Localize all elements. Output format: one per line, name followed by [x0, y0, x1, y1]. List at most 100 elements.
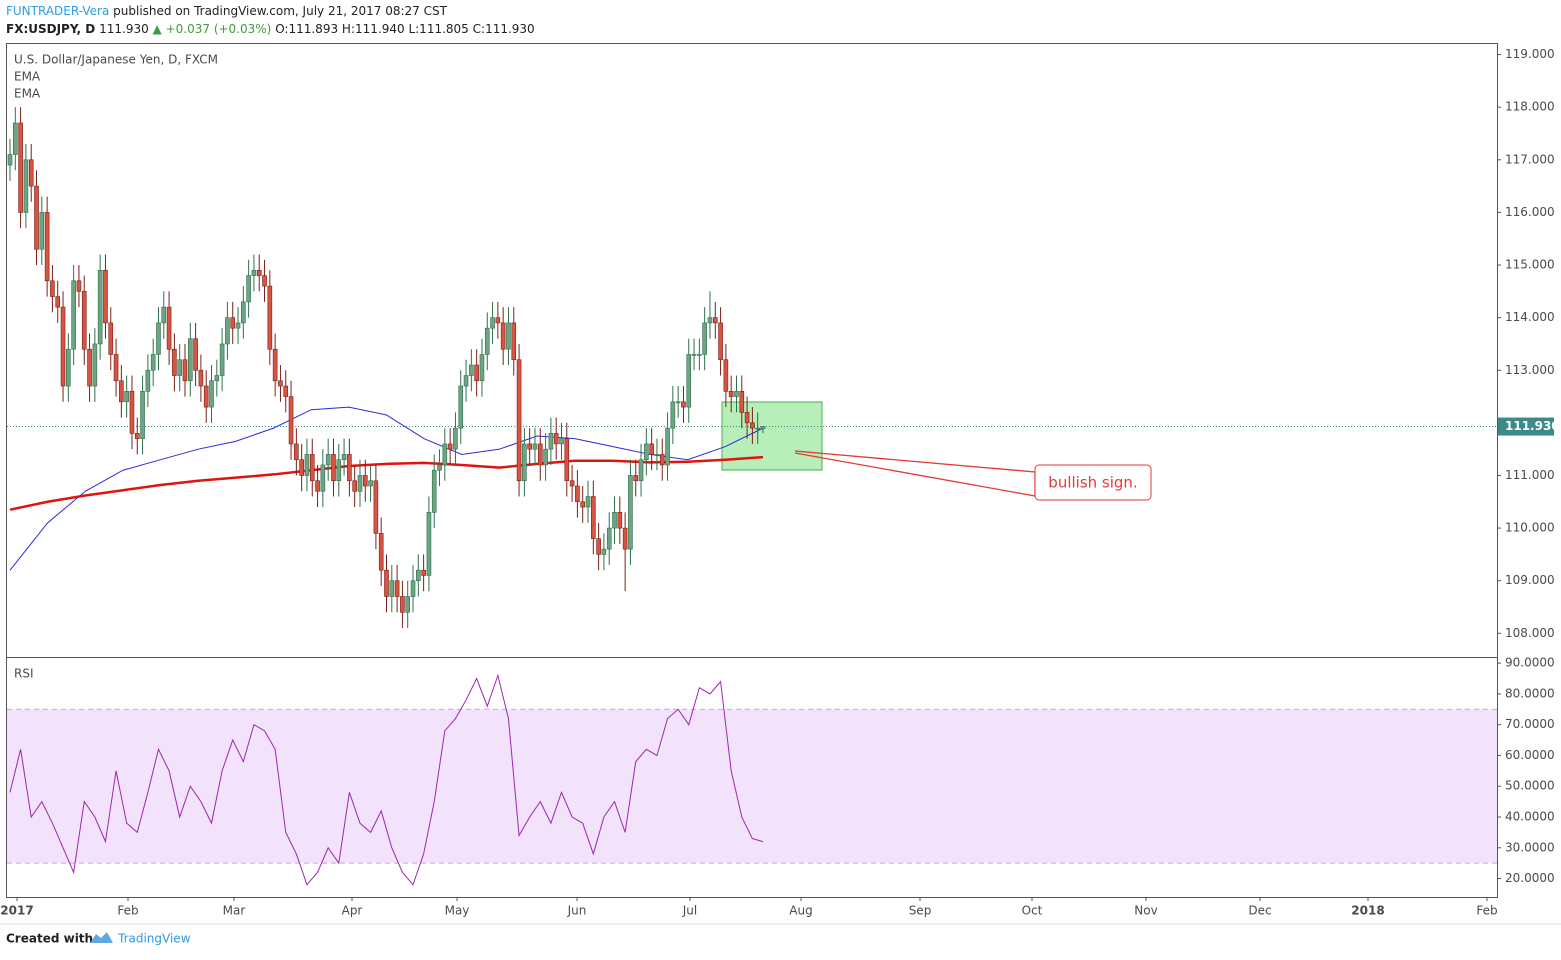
candle-body: [341, 454, 347, 460]
rsi-line: [9, 673, 764, 886]
candle-body: [23, 159, 29, 213]
x-tick-label: Apr: [342, 904, 363, 918]
candle-body: [744, 412, 750, 424]
candle-body: [304, 454, 310, 476]
candle-body: [728, 391, 734, 397]
candle-body: [325, 454, 331, 466]
candle-body: [569, 480, 575, 487]
y-tick-label: 117.000: [1505, 152, 1555, 166]
plot-frame: [6, 43, 1498, 898]
candle-body: [537, 443, 543, 466]
open: O:111.893: [275, 22, 338, 36]
candle-body: [55, 296, 61, 308]
candle-body: [511, 322, 517, 361]
x-tick-label: Sep: [909, 904, 932, 918]
x-tick-label: Jun: [567, 904, 587, 918]
candle-body: [564, 438, 570, 482]
candle-body: [352, 480, 357, 492]
logo: [90, 932, 113, 943]
candle-body: [320, 464, 326, 492]
candle-body: [739, 391, 745, 413]
candle-body: [596, 538, 601, 555]
candle-body: [405, 596, 411, 613]
candle-body: [458, 385, 464, 429]
candle-body: [209, 380, 214, 408]
candle-body: [97, 269, 103, 345]
candle-body: [71, 280, 76, 350]
candle-body: [421, 569, 426, 576]
author[interactable]: FUNTRADER-Vera: [6, 4, 109, 18]
y-tick-label: 111.000: [1505, 468, 1555, 482]
rsi-tick-label: 20.0000: [1505, 871, 1555, 885]
candle-body: [150, 354, 156, 371]
candle-body: [617, 512, 623, 529]
candle-body: [601, 548, 607, 555]
candle-body: [400, 596, 405, 613]
candle-body: [500, 322, 506, 350]
candle-body: [495, 317, 501, 324]
candle-body: [675, 401, 681, 404]
y-tick-label: 108.000: [1505, 626, 1555, 640]
legend-ema: EMA: [14, 70, 41, 84]
candle-body: [681, 401, 686, 408]
candle-body: [559, 438, 564, 445]
candle-body: [702, 322, 707, 355]
candle-body: [442, 443, 448, 466]
ema-line: [9, 406, 764, 571]
candle-body: [591, 496, 596, 539]
candle-body: [145, 369, 151, 392]
candle-body: [103, 269, 108, 324]
x-tick-label: Nov: [1134, 904, 1157, 918]
rsi-tick-label: 40.0000: [1505, 810, 1555, 824]
y-tick-label: 115.000: [1505, 258, 1555, 272]
candle-body: [368, 480, 373, 487]
candle-body: [203, 385, 209, 408]
symbol: FX:USDJPY, D: [6, 22, 95, 36]
header-line: FUNTRADER-Vera published on TradingView.…: [6, 4, 448, 18]
candle-body: [575, 485, 580, 503]
rsi-tick-label: 70.0000: [1505, 717, 1555, 731]
candle-body: [331, 454, 336, 482]
candle-body: [633, 475, 639, 482]
candle-body: [389, 580, 395, 597]
price: 111.930: [99, 22, 149, 36]
candle-body: [378, 533, 384, 571]
candle-body: [241, 301, 246, 324]
x-tick-label: May: [445, 904, 470, 918]
candle-body: [309, 454, 315, 482]
candle-body: [187, 338, 193, 382]
candle-body: [622, 527, 628, 550]
x-tick-label: 2017: [0, 904, 33, 918]
y-tick-label: 114.000: [1505, 310, 1555, 324]
candle-body: [50, 280, 55, 297]
candle-body: [18, 122, 23, 213]
candle-body: [267, 285, 273, 350]
x-tick-label: Dec: [1248, 904, 1271, 918]
footer-brand[interactable]: TradingView: [117, 932, 191, 946]
candle-body: [357, 475, 363, 492]
candle-body: [484, 327, 490, 355]
candle-body: [124, 391, 129, 403]
candle-body: [108, 322, 114, 355]
candle-body: [28, 159, 34, 187]
candle-body: [447, 443, 453, 450]
candle-body: [649, 443, 654, 455]
candle-body: [453, 427, 458, 450]
candle-body: [750, 422, 755, 429]
candle-body: [734, 391, 739, 397]
rsi-band: [7, 709, 1497, 864]
change: ▲ +0.037 (+0.03%): [153, 22, 272, 36]
candle-body: [469, 364, 474, 376]
rsi-tick-label: 80.0000: [1505, 686, 1555, 700]
candle-body: [66, 348, 71, 387]
candle-body: [394, 580, 400, 597]
candle-body: [580, 501, 586, 508]
callout-box: [1034, 464, 1152, 501]
x-tick-label: Jul: [682, 904, 697, 918]
candle-body: [119, 380, 124, 403]
candle-body: [426, 512, 432, 576]
candle-body: [543, 448, 548, 466]
candle-body: [230, 317, 236, 329]
candle-body: [628, 475, 633, 550]
rsi-tick-label: 90.0000: [1505, 656, 1555, 670]
